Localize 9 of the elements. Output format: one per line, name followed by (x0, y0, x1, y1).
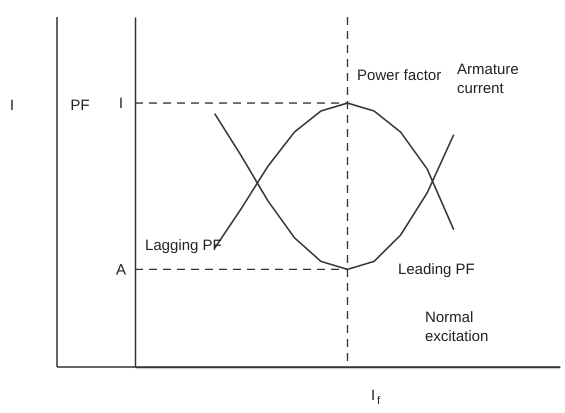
text: I (10, 97, 14, 114)
ref-line-label: A (116, 261, 126, 278)
series-label: Power factor (357, 67, 442, 84)
annotation: Lagging PF (145, 237, 222, 254)
ref-line-label: I (118, 95, 124, 112)
text: Armature current (457, 61, 519, 97)
annotation: Normal excitation (425, 309, 488, 345)
y-axis-title: PF (70, 97, 90, 114)
annotation: Leading PF (398, 261, 475, 278)
